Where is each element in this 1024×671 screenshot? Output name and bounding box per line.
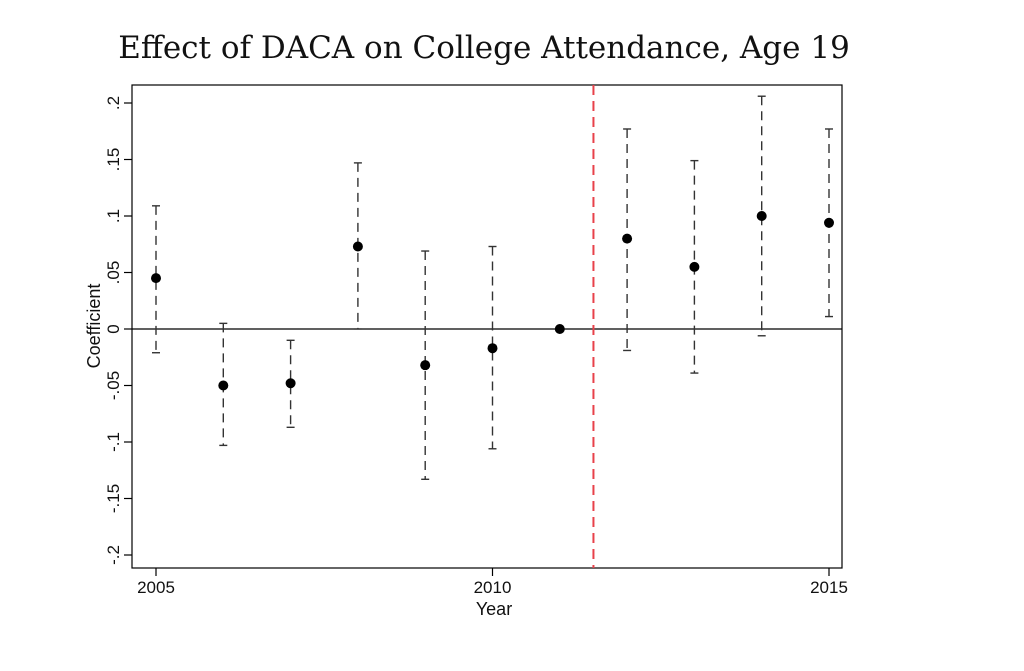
y-tick-label: .05 bbox=[104, 261, 123, 285]
data-points bbox=[151, 211, 834, 391]
y-tick-label: 0 bbox=[104, 324, 123, 333]
y-tick-label: .2 bbox=[104, 96, 123, 110]
data-point bbox=[622, 233, 633, 244]
data-point bbox=[352, 241, 363, 252]
y-tick-label: -.1 bbox=[104, 432, 123, 452]
data-point bbox=[756, 211, 767, 221]
data-point bbox=[824, 217, 834, 228]
plot-frame bbox=[131, 84, 843, 569]
x-axis-label: Year bbox=[476, 599, 512, 619]
x-axis: 2005 2010 2015 bbox=[137, 568, 848, 597]
data-point bbox=[151, 273, 161, 284]
data-point bbox=[285, 378, 296, 389]
x-tick-label: 2005 bbox=[137, 578, 175, 597]
data-point bbox=[218, 380, 229, 391]
y-axis: -.2 -.15 -.1 -.05 0 .05 .1 .15 .2 bbox=[104, 96, 132, 565]
y-tick-label: -.2 bbox=[104, 545, 123, 565]
x-tick-label: 2010 bbox=[474, 578, 512, 597]
data-point bbox=[554, 324, 565, 334]
y-tick-label: -.05 bbox=[104, 371, 123, 400]
error-bars bbox=[152, 95, 833, 480]
data-point bbox=[420, 360, 431, 371]
x-tick-label: 2015 bbox=[810, 578, 848, 597]
chart-title: Effect of DACA on College Attendance, Ag… bbox=[118, 30, 850, 66]
y-tick-label: -.15 bbox=[104, 484, 123, 513]
data-point bbox=[487, 343, 498, 354]
data-point bbox=[689, 261, 700, 272]
y-axis-label: Coefficient bbox=[84, 284, 104, 369]
y-tick-label: .1 bbox=[104, 209, 123, 223]
y-tick-label: .15 bbox=[104, 148, 123, 172]
